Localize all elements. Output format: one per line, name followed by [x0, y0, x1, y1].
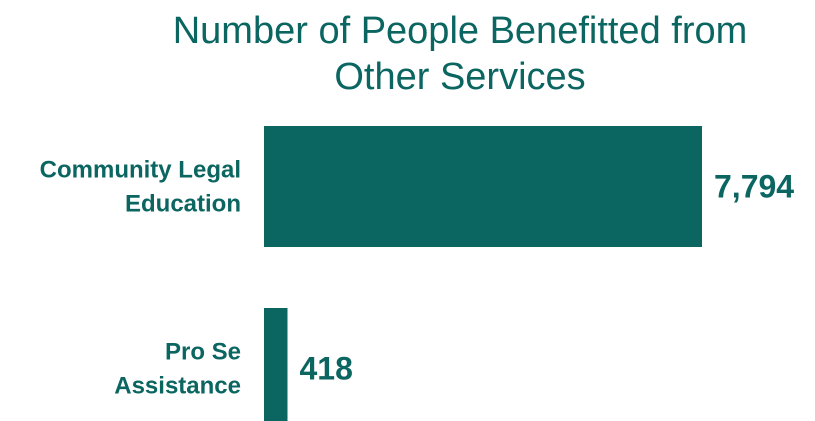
- category-label-1-line-1: Assistance: [114, 373, 241, 400]
- bar-1: [264, 308, 288, 421]
- bar-0: [264, 126, 702, 247]
- chart-title-line-1: Number of People Benefitted from: [172, 10, 748, 52]
- category-label-1: Pro Se Assistance: [114, 339, 241, 400]
- category-label-0: Community Legal Education: [40, 157, 241, 218]
- category-label-1-line-0: Pro Se: [165, 339, 241, 366]
- chart-title-line-2: Other Services: [334, 56, 586, 98]
- value-label-1: 418: [299, 351, 352, 387]
- value-label-0: 7,794: [714, 169, 794, 205]
- chart-title: Number of People Benefitted from Other S…: [110, 8, 810, 100]
- category-label-0-line-0: Community Legal: [40, 157, 241, 184]
- category-label-0-line-1: Education: [125, 191, 241, 218]
